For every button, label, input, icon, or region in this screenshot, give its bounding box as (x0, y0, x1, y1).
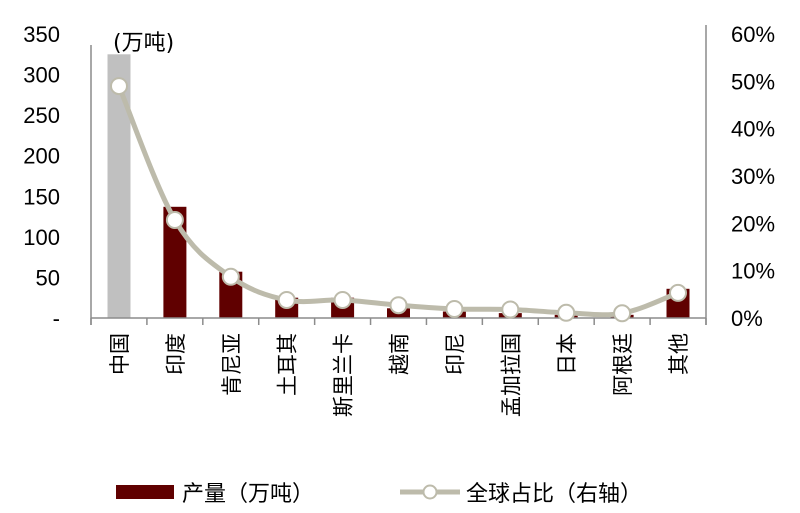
category-label: 印尼 (443, 333, 467, 375)
category-label: 印度 (164, 333, 188, 375)
legend: 产量（万吨） 全球占比（右轴） (0, 476, 800, 508)
bar-series (107, 54, 690, 319)
right-tick-label: 50% (731, 69, 775, 94)
legend-item-production: 产量（万吨） (116, 476, 314, 508)
line-marker (110, 77, 128, 96)
right-tick-label: 20% (731, 211, 775, 236)
legend-label-production: 产量（万吨） (182, 482, 315, 507)
left-tick-label: - (53, 306, 60, 331)
category-label: 土耳其 (276, 333, 300, 396)
line-marker (557, 303, 576, 322)
category-label: 阿根廷 (611, 333, 635, 396)
right-tick-label: 60% (731, 22, 775, 47)
left-axis-labels: - 50 100 150 200 250 300 350 (23, 22, 60, 331)
line-marker (165, 211, 184, 229)
axes (90, 25, 707, 325)
right-tick-label: 30% (731, 164, 775, 189)
right-tick-label: 40% (731, 117, 775, 142)
right-tick-label: 10% (731, 259, 775, 284)
left-tick-label: 350 (23, 22, 60, 47)
line-marker (445, 300, 464, 318)
unit-annotation: (万吨) (113, 31, 174, 56)
line-marker (613, 304, 632, 323)
category-label: 斯里兰卡 (332, 333, 356, 417)
category-label: 其他 (667, 333, 691, 375)
bar (107, 54, 131, 319)
category-label: 中国 (108, 333, 132, 375)
left-tick-label: 100 (23, 225, 60, 250)
share-line (116, 85, 679, 318)
line-marker (221, 267, 240, 286)
left-tick-label: 250 (23, 103, 60, 128)
legend-item-share: 全球占比（右轴） (398, 476, 642, 508)
category-label: 孟加拉国 (499, 333, 523, 417)
right-tick-label: 0% (731, 306, 763, 331)
line-marker (669, 283, 687, 302)
left-tick-label: 50 (36, 265, 60, 290)
line-marker (277, 291, 296, 309)
line-marker (333, 291, 352, 309)
category-label: 肯尼亚 (220, 333, 244, 396)
line-marker (389, 296, 408, 315)
left-tick-label: 300 (23, 63, 60, 88)
bar (163, 206, 187, 318)
category-label: 日本 (555, 333, 579, 375)
line-marker (501, 300, 520, 319)
legend-line-marker-icon (400, 484, 460, 500)
legend-bar-swatch (116, 485, 174, 499)
legend-label-share: 全球占比（右轴） (466, 482, 643, 507)
right-axis-labels: 0% 10% 20% 30% 40% 50% 60% (731, 22, 775, 331)
left-tick-label: 150 (23, 184, 60, 209)
category-labels: 中国 印度 肯尼亚 土耳其 斯里兰卡 越南 印尼 孟加拉国 日本 阿根廷 其他 (108, 333, 691, 417)
category-label: 越南 (388, 333, 412, 375)
line-series (110, 77, 687, 323)
left-tick-label: 200 (23, 144, 60, 169)
